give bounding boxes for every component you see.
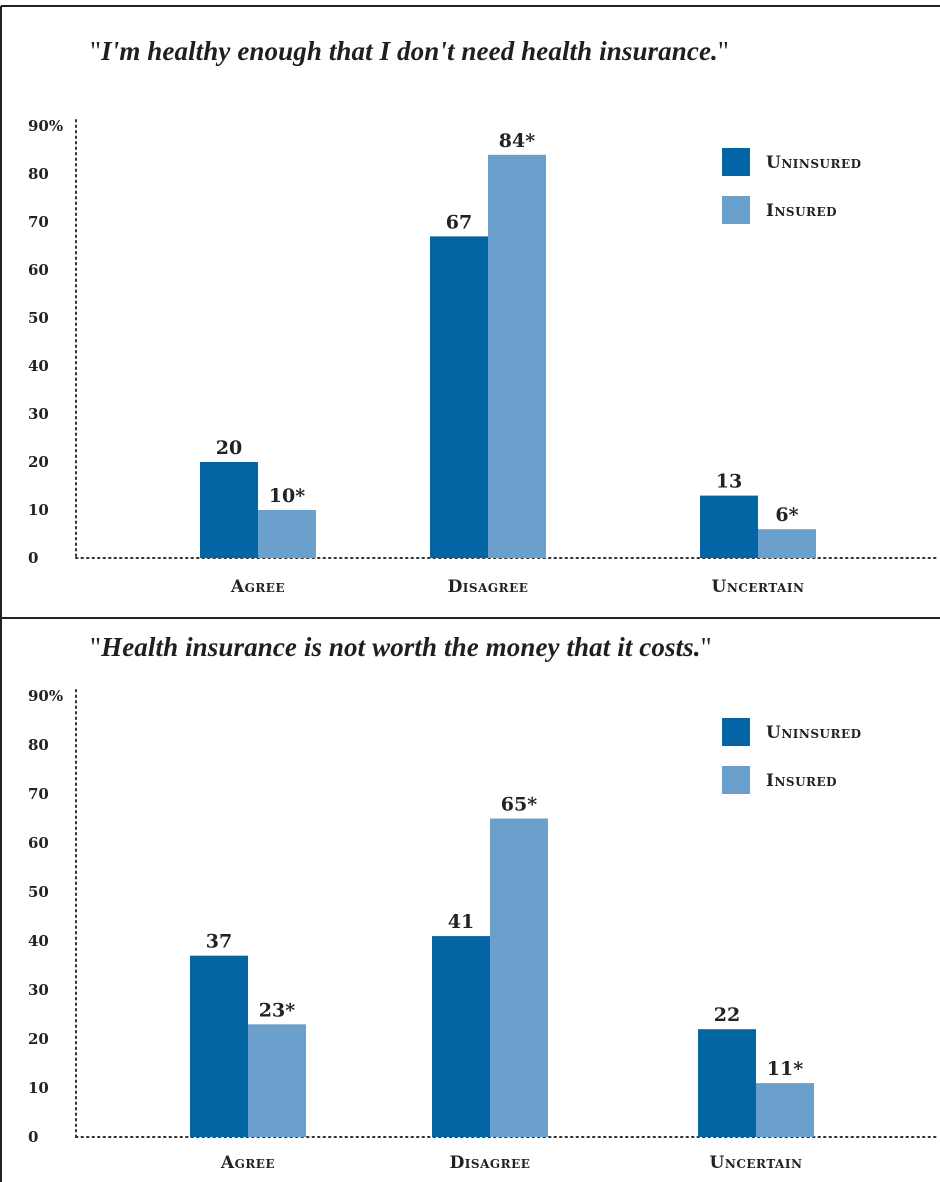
y-tick-label: 90% bbox=[28, 117, 63, 135]
y-tick-label: 10 bbox=[28, 1079, 49, 1097]
panel-1-title: "I'm healthy enough that I don't need he… bbox=[90, 36, 730, 66]
y-tick-label: 50 bbox=[28, 883, 49, 901]
legend-label-insured: Insured bbox=[766, 771, 837, 791]
bar-insured-disagree bbox=[488, 154, 546, 559]
bar-uninsured-disagree bbox=[430, 236, 488, 558]
legend-swatch-uninsured bbox=[722, 718, 750, 746]
legend-label-insured: Insured bbox=[766, 201, 837, 221]
chart-1-svg: 0 10 20 30 40 50 60 70 80 90% 20 10* Agree 67 84* Disag… bbox=[28, 117, 939, 597]
data-label: 41 bbox=[448, 911, 474, 933]
bar-uninsured-agree bbox=[200, 462, 258, 558]
data-label: 84* bbox=[499, 130, 535, 152]
y-tick-label: 70 bbox=[28, 785, 49, 803]
y-tick-label: 20 bbox=[28, 1030, 49, 1048]
panel-1-title-text: I'm healthy enough that I don't need hea… bbox=[101, 36, 718, 66]
y-tick-label: 10 bbox=[28, 501, 49, 519]
legend-swatch-insured bbox=[722, 766, 750, 794]
y-tick-label: 30 bbox=[28, 405, 49, 423]
data-label: 65* bbox=[501, 794, 537, 816]
category-label-agree: Agree bbox=[230, 577, 285, 597]
bar-insured-uncertain bbox=[756, 1083, 814, 1137]
data-label: 67 bbox=[446, 211, 472, 233]
y-tick-label: 90% bbox=[28, 687, 63, 705]
panel-2-title-text: Health insurance is not worth the money … bbox=[101, 632, 701, 662]
y-tick-label: 70 bbox=[28, 213, 49, 231]
bar-uninsured-uncertain bbox=[700, 495, 758, 558]
bar-insured-uncertain bbox=[758, 529, 816, 558]
y-tick-label: 20 bbox=[28, 453, 49, 471]
data-label: 23* bbox=[259, 999, 295, 1021]
bar-insured-disagree bbox=[490, 818, 548, 1137]
legend-swatch-uninsured bbox=[722, 148, 750, 176]
bar-insured-agree bbox=[248, 1024, 306, 1137]
panel-2-title: "Health insurance is not worth the money… bbox=[90, 632, 712, 662]
bar-uninsured-agree bbox=[190, 955, 248, 1137]
legend-swatch-insured bbox=[722, 196, 750, 224]
y-tick-label: 80 bbox=[28, 165, 49, 183]
data-label: 22 bbox=[714, 1004, 740, 1026]
bar-insured-agree bbox=[258, 510, 316, 558]
legend-label-uninsured: Uninsured bbox=[766, 723, 862, 743]
y-tick-label: 60 bbox=[28, 261, 49, 279]
data-label: 20 bbox=[216, 437, 242, 459]
y-tick-label: 40 bbox=[28, 932, 49, 950]
y-tick-label: 60 bbox=[28, 834, 49, 852]
data-label: 6* bbox=[775, 504, 798, 526]
category-label-disagree: Disagree bbox=[448, 577, 529, 597]
y-tick-label: 40 bbox=[28, 357, 49, 375]
y-tick-label: 0 bbox=[28, 549, 38, 567]
data-label: 13 bbox=[716, 471, 742, 493]
y-tick-label: 30 bbox=[28, 981, 49, 999]
data-label: 11* bbox=[767, 1058, 803, 1080]
category-label-agree: Agree bbox=[220, 1153, 275, 1173]
data-label: 37 bbox=[206, 931, 232, 953]
data-label: 10* bbox=[269, 485, 305, 507]
y-tick-label: 80 bbox=[28, 736, 49, 754]
legend-label-uninsured: Uninsured bbox=[766, 153, 862, 173]
category-label-uncertain: Uncertain bbox=[712, 577, 805, 597]
category-label-disagree: Disagree bbox=[450, 1153, 531, 1173]
bar-uninsured-uncertain bbox=[698, 1029, 756, 1137]
y-tick-label: 0 bbox=[28, 1128, 38, 1146]
category-label-uncertain: Uncertain bbox=[710, 1153, 803, 1173]
y-tick-label: 50 bbox=[28, 309, 49, 327]
bar-uninsured-disagree bbox=[432, 936, 490, 1137]
chart-2-svg: 0 10 20 30 40 50 60 70 80 90% 37 23* Agree 41 65* Disag… bbox=[28, 687, 939, 1173]
